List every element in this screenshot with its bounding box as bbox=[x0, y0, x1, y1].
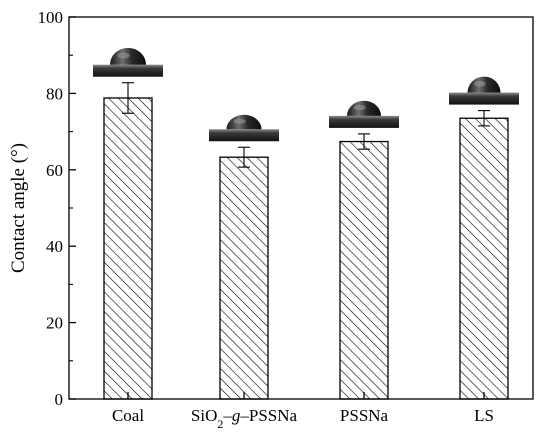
x-tick-label-pssna: PSSNa bbox=[340, 406, 389, 425]
y-tick-label-40: 40 bbox=[46, 237, 63, 256]
droplet-photo-ls bbox=[449, 64, 519, 105]
y-tick-label-80: 80 bbox=[46, 84, 63, 103]
droplet-photo-coal bbox=[93, 36, 163, 77]
error-bar-coal bbox=[122, 82, 134, 114]
bar-coal bbox=[103, 97, 153, 400]
droplet-photo-pssna bbox=[329, 87, 399, 128]
x-tick-label-coal: Coal bbox=[112, 406, 144, 425]
y-tick-label-60: 60 bbox=[46, 161, 63, 180]
y-tick-label-0: 0 bbox=[55, 390, 64, 409]
bar-pssna bbox=[339, 140, 389, 400]
error-bar-sio2-g-pssna bbox=[238, 146, 250, 168]
y-tick-label-20: 20 bbox=[46, 314, 63, 333]
x-tick-label-ls: LS bbox=[474, 406, 494, 425]
droplet-photo-sio2-g-pssna bbox=[209, 101, 279, 142]
error-bar-ls bbox=[478, 110, 490, 127]
bar-series bbox=[103, 97, 509, 400]
bar-sio2-g-pssna bbox=[219, 156, 269, 400]
y-tick-label-100: 100 bbox=[38, 8, 64, 27]
droplet-insets bbox=[93, 36, 519, 142]
y-axis-title: Contact angle (°) bbox=[8, 143, 29, 273]
bar-ls bbox=[459, 117, 509, 400]
error-bar-pssna bbox=[358, 133, 370, 150]
x-tick-label-sio2-g-pssna: SiO2–g–PSSNa bbox=[191, 406, 298, 431]
error-bars bbox=[122, 82, 490, 168]
